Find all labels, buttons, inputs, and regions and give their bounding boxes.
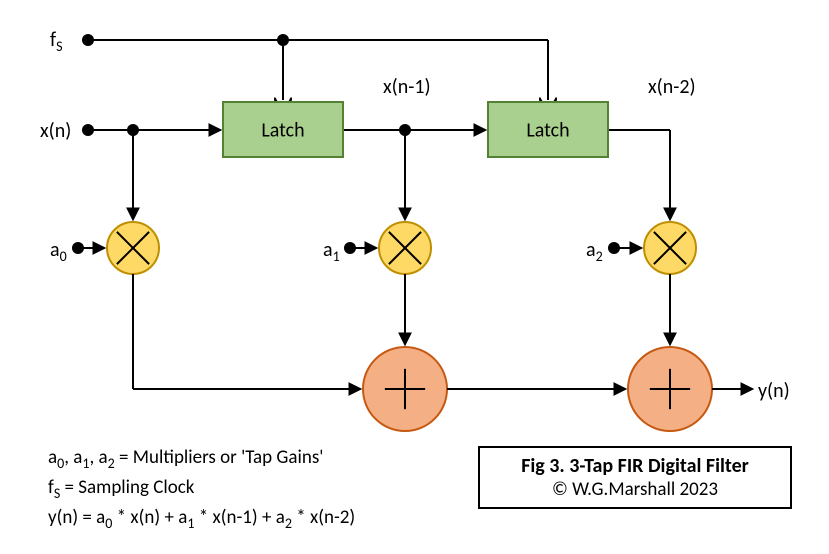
fir-filter-diagram: Latch Latch fS x(n) x(n-1) x(n-2) a0 a1 a… (0, 0, 829, 554)
label-xn1: x(n-1) (383, 75, 431, 99)
figure-caption-copyright: © W.G.Marshall 2023 (492, 478, 778, 501)
label-yn: y(n) (758, 379, 790, 403)
label-a2: a2 (586, 238, 603, 265)
label-a0: a0 (50, 238, 67, 265)
notes-line-1: a0, a1, a2 = Multipliers or 'Tap Gains' (48, 444, 355, 474)
equation-notes: a0, a1, a2 = Multipliers or 'Tap Gains' … (48, 444, 355, 533)
label-fs: fS (50, 28, 63, 55)
svg-text:Latch: Latch (261, 119, 304, 143)
notes-line-3: y(n) = a0 * x(n) + a1 * x(n-1) + a2 * x(… (48, 504, 355, 534)
svg-text:Latch: Latch (526, 119, 569, 143)
label-xn: x(n) (40, 119, 71, 143)
label-a1: a1 (323, 238, 340, 265)
label-xn2: x(n-2) (648, 75, 696, 99)
figure-caption-box: Fig 3. 3-Tap FIR Digital Filter © W.G.Ma… (478, 446, 792, 509)
notes-line-2: fS = Sampling Clock (48, 474, 355, 504)
figure-caption-title: Fig 3. 3-Tap FIR Digital Filter (492, 454, 778, 478)
